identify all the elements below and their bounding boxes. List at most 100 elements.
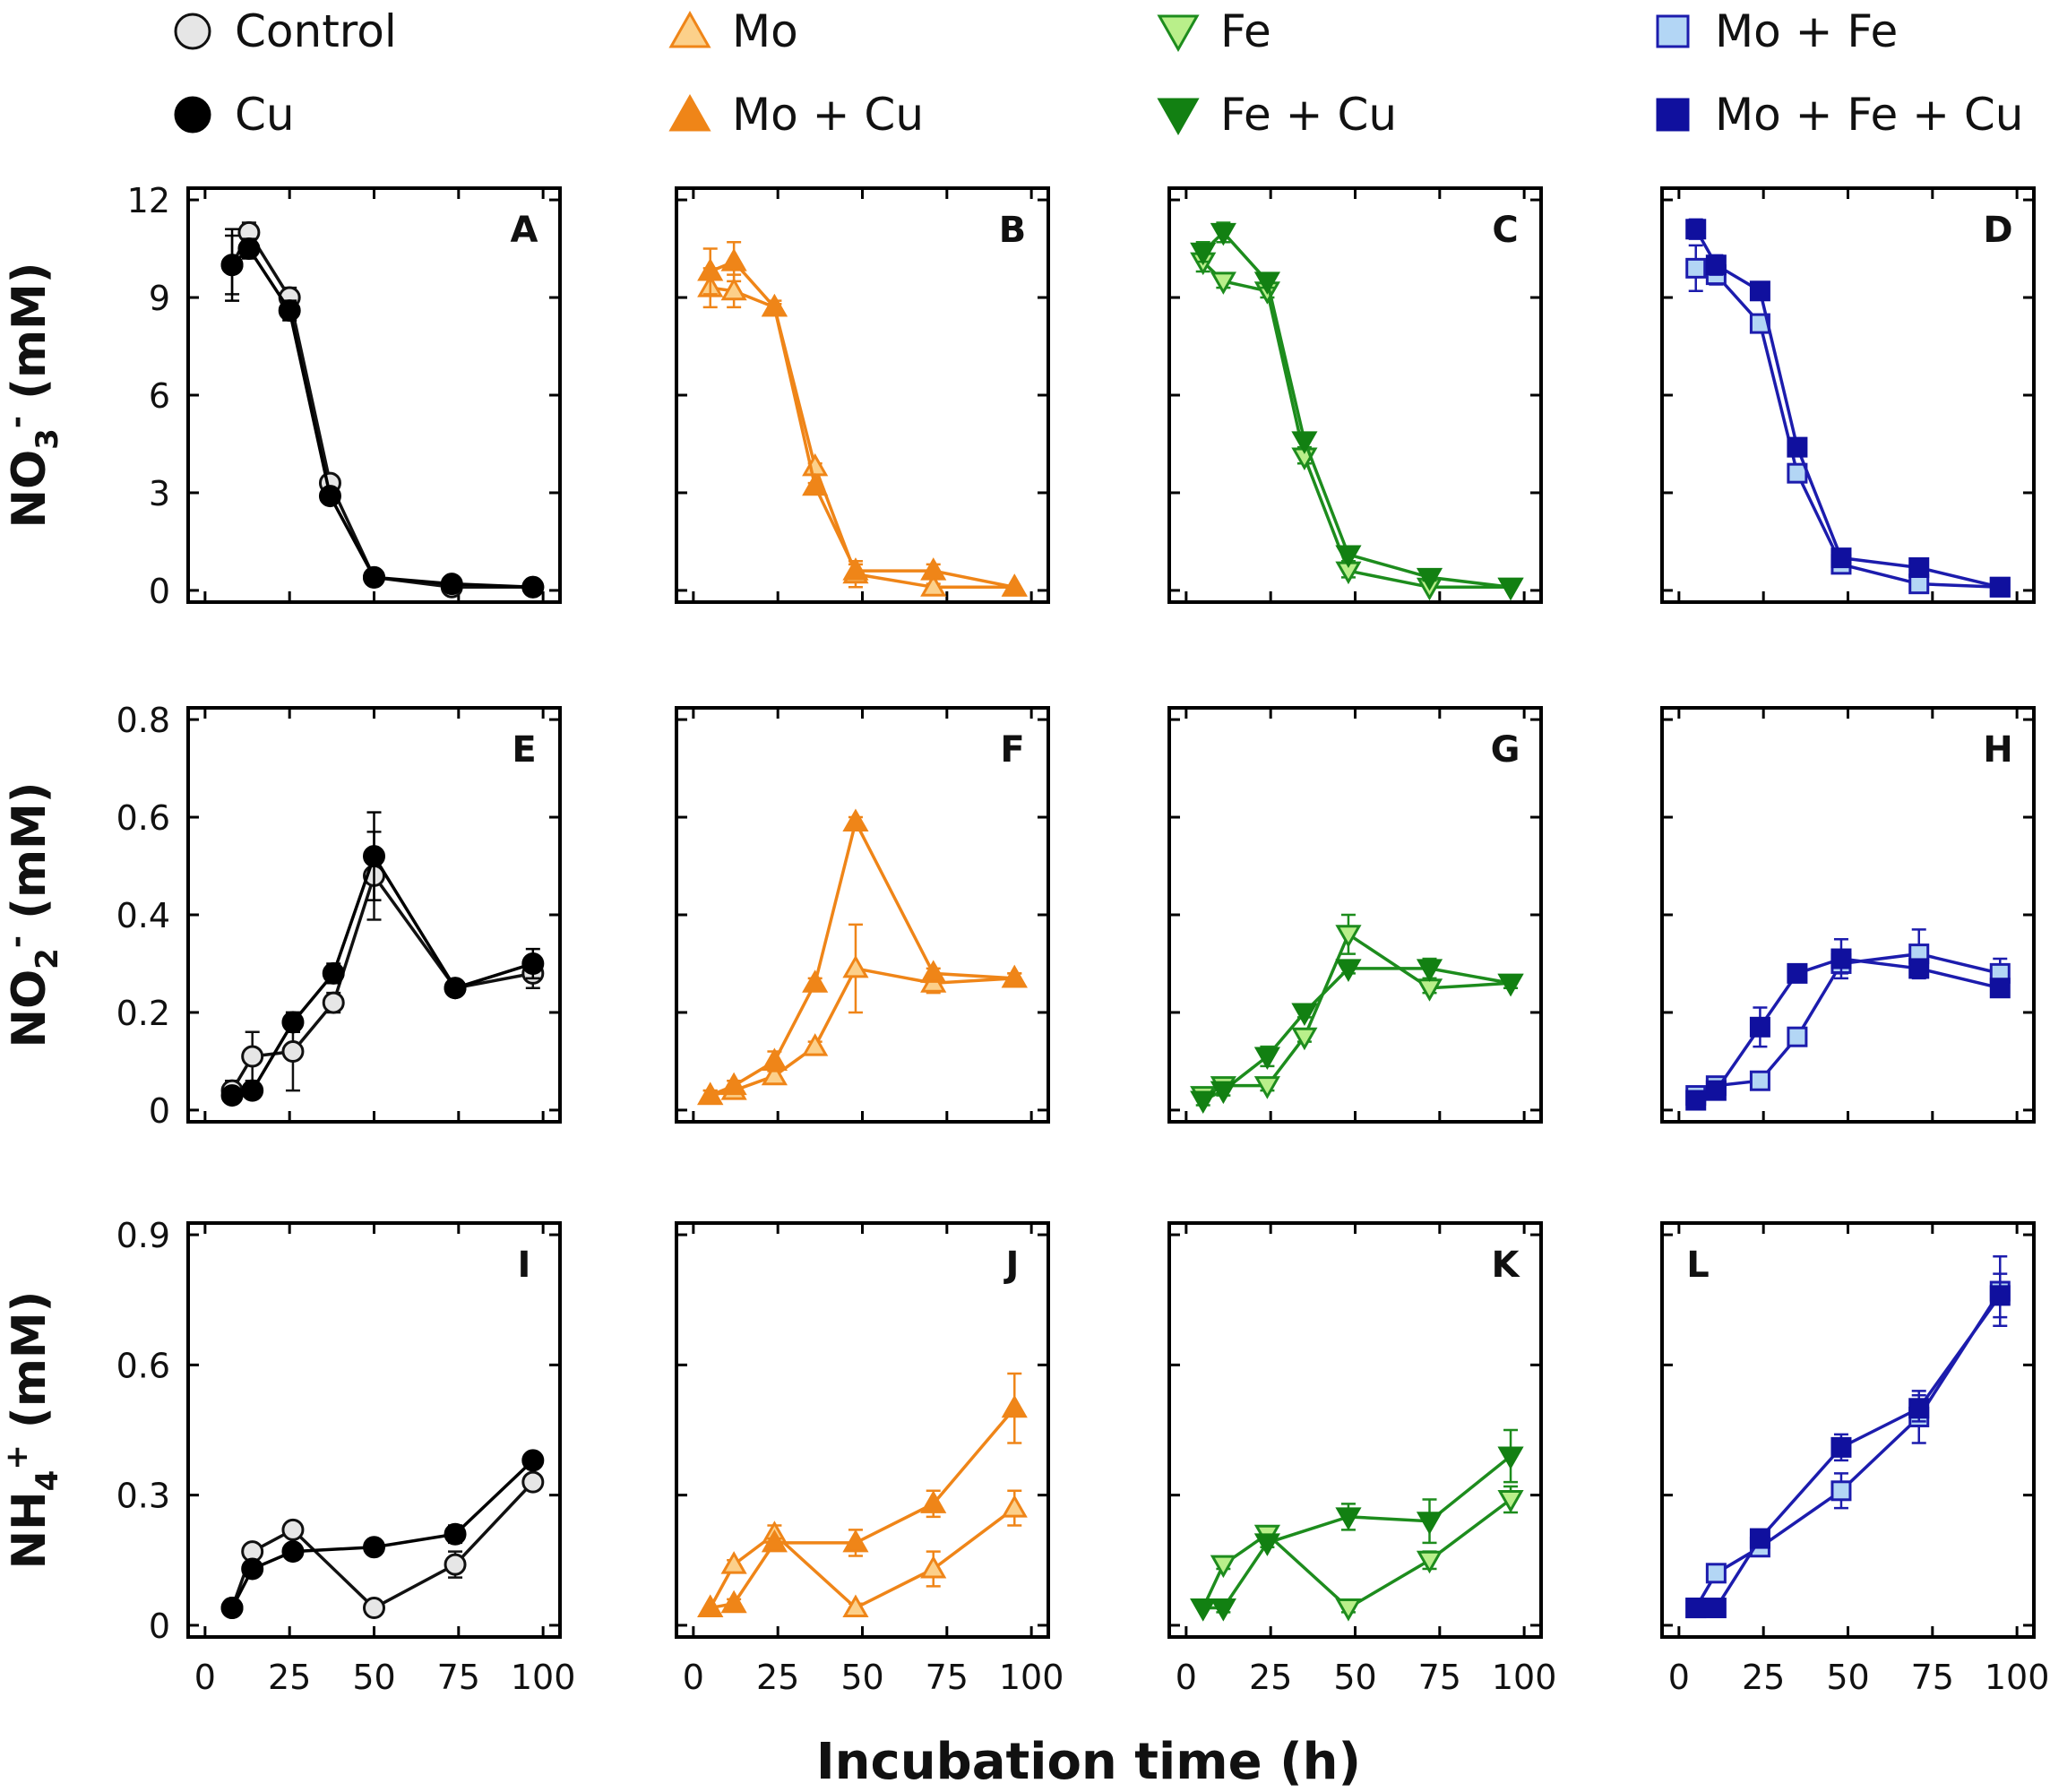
y-tick-label: 0.2 — [116, 994, 170, 1033]
data-point — [521, 1470, 545, 1494]
data-point — [1830, 547, 1852, 569]
data-point — [802, 969, 829, 993]
legend-item: Cu — [170, 88, 295, 142]
data-point — [1685, 1598, 1707, 1619]
data-point — [1210, 222, 1236, 246]
data-point — [1253, 1047, 1280, 1071]
x-tick-label: 50 — [352, 1658, 395, 1697]
data-point — [1830, 948, 1852, 969]
data-point — [1705, 1080, 1727, 1101]
legend-marker-icon — [174, 13, 211, 50]
data-point — [1908, 557, 1930, 578]
panel-C: C — [1167, 186, 1543, 604]
x-tick-label: 75 — [926, 1658, 969, 1697]
data-point — [1830, 1436, 1852, 1458]
data-point — [220, 1597, 244, 1620]
series-mo-fe — [1685, 244, 2011, 598]
legend-marker-icon — [1656, 98, 1690, 132]
series-line — [231, 852, 534, 1098]
legend-item: Mo + Cu — [668, 88, 924, 142]
data-point — [444, 977, 467, 1000]
data-point — [1335, 925, 1362, 948]
data-point — [802, 472, 829, 496]
panel-G: G — [1167, 706, 1543, 1124]
data-point — [1291, 1003, 1318, 1026]
y-axis-label: NO2- (mM) — [0, 781, 65, 1047]
data-point — [697, 1081, 724, 1106]
data-point — [1190, 1090, 1217, 1115]
panel-F: F — [675, 706, 1050, 1124]
data-point — [1749, 1528, 1770, 1549]
data-point — [1787, 436, 1808, 458]
y-tick-label: 0.8 — [116, 701, 170, 740]
data-point — [1190, 1598, 1217, 1622]
x-tick-label: 100 — [999, 1658, 1064, 1697]
series-line — [230, 872, 534, 1092]
data-point — [281, 1518, 305, 1541]
data-point — [1685, 219, 1707, 240]
y-tick-label: 3 — [149, 474, 170, 513]
y-tick-label: 0 — [149, 1091, 170, 1131]
panel-letter: B — [999, 210, 1027, 251]
panel-E: 0 0.2 0.4 0.6 0.8 E — [116, 701, 562, 1131]
data-point — [1416, 978, 1443, 1002]
x-tick-label: 25 — [1742, 1658, 1785, 1697]
data-point — [720, 248, 747, 271]
legend-marker-icon — [668, 93, 711, 132]
data-point — [281, 1011, 305, 1034]
data-point — [1989, 978, 2011, 999]
series-mo-cu — [697, 808, 1028, 1106]
x-tick-label: 100 — [511, 1658, 576, 1697]
data-point — [278, 299, 301, 323]
legend-marker-icon — [1157, 98, 1200, 136]
legend-item: Fe + Cu — [1156, 88, 1397, 142]
data-point — [1830, 1480, 1852, 1502]
series-line — [1694, 952, 2001, 1098]
x-tick-label: 75 — [1911, 1658, 1954, 1697]
data-point — [761, 1062, 788, 1086]
data-point — [920, 557, 947, 581]
x-tick-label: 25 — [268, 1658, 311, 1697]
panel-H: H — [1660, 706, 2036, 1124]
data-point — [241, 1079, 264, 1102]
data-point — [1908, 958, 1930, 979]
data-point — [1416, 567, 1443, 591]
data-point — [363, 1597, 385, 1620]
panel-letter: J — [1003, 1245, 1020, 1286]
data-point — [1001, 1394, 1028, 1418]
data-point — [1705, 254, 1727, 276]
data-point — [1787, 1026, 1808, 1047]
data-point — [1908, 1398, 1930, 1419]
legend-item: Control — [170, 4, 397, 58]
panel-A: 0 3 6 9 12 A — [127, 181, 562, 611]
data-point — [842, 808, 869, 831]
y-tick-label: 0.3 — [116, 1477, 170, 1516]
x-tick-label: 50 — [1333, 1658, 1376, 1697]
data-point — [1749, 1016, 1770, 1038]
data-point — [322, 991, 345, 1014]
panel-B: B — [675, 186, 1050, 604]
data-point — [1001, 573, 1028, 597]
data-point — [220, 1084, 244, 1107]
x-tick-label: 25 — [1249, 1658, 1292, 1697]
data-point — [1335, 1598, 1362, 1622]
data-point — [1705, 1563, 1727, 1584]
series-cu — [220, 811, 545, 1107]
panel-J: 0 25 50 75 100 J — [675, 1221, 1064, 1697]
panel-I: 0 0.3 0.6 0.9 0 25 50 75 100 I — [116, 1216, 576, 1697]
series-line — [1202, 967, 1512, 1102]
x-tick-label: 75 — [1418, 1658, 1461, 1697]
series-line — [230, 246, 533, 590]
x-tick-label: 0 — [683, 1658, 704, 1697]
series-line — [710, 1407, 1016, 1610]
series-mo-fe — [1685, 1255, 2011, 1619]
data-point — [920, 960, 947, 983]
x-tick-label: 75 — [437, 1658, 480, 1697]
series-fe-cu — [1190, 957, 1524, 1115]
panel-letter: L — [1686, 1245, 1710, 1286]
data-point — [363, 565, 385, 589]
plot-frame — [1167, 186, 1543, 604]
data-point — [1253, 1076, 1280, 1099]
data-point — [1497, 973, 1524, 997]
data-point — [318, 485, 341, 508]
